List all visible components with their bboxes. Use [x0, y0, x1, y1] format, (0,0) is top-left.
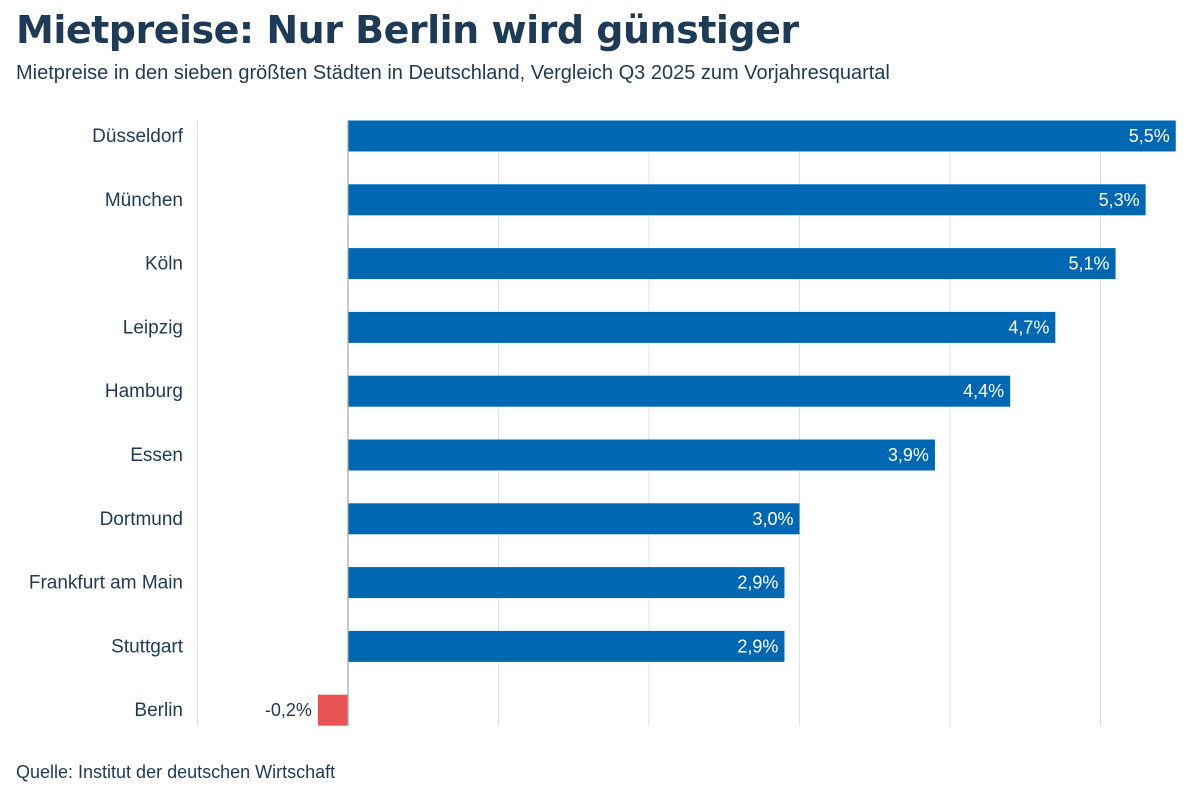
category-label: Frankfurt am Main [29, 573, 183, 594]
category-label: Essen [130, 445, 183, 466]
bar [317, 694, 348, 726]
category-label: Düsseldorf [92, 126, 184, 147]
bar [348, 311, 1056, 343]
category-label: Hamburg [105, 381, 183, 402]
bar [348, 630, 785, 662]
data-label: 5,1% [1069, 254, 1110, 274]
data-label: 4,4% [963, 381, 1004, 401]
category-label: Stuttgart [111, 636, 184, 657]
bar [348, 567, 785, 599]
chart-title: Mietpreise: Nur Berlin wird günstiger [16, 8, 799, 52]
data-label: 2,9% [737, 573, 778, 593]
category-label: München [105, 190, 183, 211]
source-note: Quelle: Institut der deutschen Wirtschaf… [16, 762, 336, 782]
data-label: 5,3% [1099, 190, 1140, 210]
bar [348, 184, 1146, 216]
bar [348, 375, 1011, 407]
chart-subtitle: Mietpreise in den sieben größten Städten… [16, 62, 890, 84]
category-label: Berlin [134, 700, 183, 721]
category-label: Leipzig [123, 317, 183, 338]
bar [348, 439, 935, 471]
bar [348, 503, 800, 535]
category-label: Dortmund [100, 509, 183, 530]
data-label: 5,5% [1129, 126, 1170, 146]
data-label: 4,7% [1008, 317, 1049, 337]
category-label: Köln [145, 254, 183, 275]
bar [348, 120, 1176, 152]
bar [348, 248, 1116, 280]
data-label: 3,0% [752, 509, 793, 529]
data-label: -0,2% [265, 700, 312, 720]
data-label: 2,9% [737, 636, 778, 656]
data-label: 3,9% [888, 445, 929, 465]
